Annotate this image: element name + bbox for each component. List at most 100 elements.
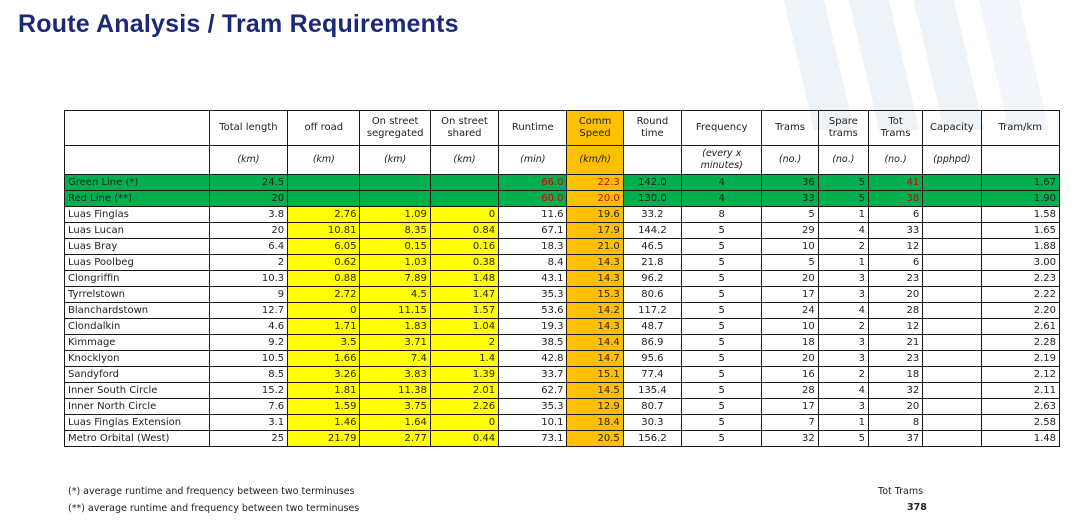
cell-capacity bbox=[922, 350, 982, 367]
cell-round-time: 33.2 bbox=[622, 206, 683, 223]
cell-on-street-shared bbox=[429, 174, 500, 191]
cell-off-road: 0.62 bbox=[287, 254, 361, 271]
footnote-green-line: (*) average runtime and frequency betwee… bbox=[68, 486, 355, 497]
cell-runtime: 8.4 bbox=[498, 254, 568, 271]
cell-off-road: 3.26 bbox=[287, 366, 361, 383]
cell-off-road: 6.05 bbox=[287, 238, 361, 255]
cell-capacity bbox=[922, 222, 982, 239]
col-header-comm-speed: Comm Speed bbox=[566, 110, 624, 146]
cell-frequency: 4 bbox=[681, 174, 763, 191]
logo-stripes-graphic bbox=[784, 0, 1049, 130]
cell-spare-trams: 3 bbox=[817, 270, 869, 287]
cell-capacity bbox=[922, 430, 982, 447]
cell-frequency: 5 bbox=[681, 398, 763, 415]
cell-off-road: 1.46 bbox=[287, 414, 361, 431]
col-header-frequency: Frequency bbox=[681, 110, 763, 146]
cell-tram-per-km: 2.20 bbox=[980, 302, 1060, 319]
unit-round-time bbox=[622, 145, 683, 175]
cell-spare-trams: 1 bbox=[817, 414, 869, 431]
cell-off-road: 21.79 bbox=[287, 430, 361, 447]
cell-on-street-shared: 0.16 bbox=[429, 238, 500, 255]
col-header-off-road: off road bbox=[287, 110, 361, 146]
unit-total-length: (km) bbox=[208, 145, 289, 175]
cell-capacity bbox=[922, 302, 982, 319]
cell-tram-per-km: 1.90 bbox=[980, 190, 1060, 207]
cell-runtime: 60.0 bbox=[498, 190, 568, 207]
cell-tram-per-km: 2.11 bbox=[980, 382, 1060, 399]
footnote-red-line: (**) average runtime and frequency betwe… bbox=[68, 503, 360, 514]
cell-capacity bbox=[922, 206, 982, 223]
table-row: Green Line (*) 24.5 66.0 22.3 142.0 4 36 5 41 1.6… bbox=[64, 174, 1060, 191]
cell-capacity bbox=[922, 174, 982, 191]
cell-runtime: 10.1 bbox=[498, 414, 568, 431]
cell-on-street-segregated: 8.35 bbox=[359, 222, 431, 239]
cell-total-length: 25 bbox=[208, 430, 289, 447]
cell-tot-trams: 18 bbox=[867, 366, 924, 383]
decorative-logo-stripes bbox=[744, 0, 1084, 130]
table-row: Luas Bray 6.4 6.05 0.15 0.16 18.3 21.0 46.5 5 10 2… bbox=[64, 238, 1060, 255]
cell-capacity bbox=[922, 366, 982, 383]
cell-on-street-shared: 1.48 bbox=[429, 270, 500, 287]
cell-frequency: 5 bbox=[681, 286, 763, 303]
cell-tram-per-km: 2.19 bbox=[980, 350, 1060, 367]
cell-off-road: 3.5 bbox=[287, 334, 361, 351]
cell-on-street-segregated: 2.77 bbox=[359, 430, 431, 447]
cell-tot-trams: 38 bbox=[867, 190, 924, 207]
cell-tot-trams: 41 bbox=[867, 174, 924, 191]
table-row: Sandyford 8.5 3.26 3.83 1.39 33.7 15.1 77.4 5 16 2… bbox=[64, 366, 1060, 383]
cell-tot-trams: 37 bbox=[867, 430, 924, 447]
cell-tot-trams: 6 bbox=[867, 254, 924, 271]
cell-tram-per-km: 1.65 bbox=[980, 222, 1060, 239]
cell-frequency: 5 bbox=[681, 238, 763, 255]
cell-on-street-segregated: 4.5 bbox=[359, 286, 431, 303]
unit-off-road: (km) bbox=[287, 145, 361, 175]
cell-on-street-segregated: 0.15 bbox=[359, 238, 431, 255]
total-trams-value: 378 bbox=[907, 502, 927, 513]
cell-capacity bbox=[922, 238, 982, 255]
cell-on-street-shared: 1.47 bbox=[429, 286, 500, 303]
cell-round-time: 130.0 bbox=[622, 190, 683, 207]
cell-frequency: 5 bbox=[681, 414, 763, 431]
cell-tot-trams: 20 bbox=[867, 398, 924, 415]
table-row: Inner South Circle 15.2 1.81 11.38 2.01 62.7 1… bbox=[64, 382, 1060, 399]
table-row: Luas Finglas 3.8 2.76 1.09 0 11.6 19.6 33.2 8 5 1 6… bbox=[64, 206, 1060, 223]
cell-runtime: 53.6 bbox=[498, 302, 568, 319]
unit-route bbox=[64, 145, 210, 175]
cell-on-street-segregated: 11.15 bbox=[359, 302, 431, 319]
cell-total-length: 9 bbox=[208, 286, 289, 303]
cell-tram-per-km: 1.67 bbox=[980, 174, 1060, 191]
cell-total-length: 10.5 bbox=[208, 350, 289, 367]
cell-spare-trams: 3 bbox=[817, 334, 869, 351]
cell-trams: 20 bbox=[761, 350, 819, 367]
cell-off-road: 1.81 bbox=[287, 382, 361, 399]
cell-on-street-shared: 2 bbox=[429, 334, 500, 351]
cell-tram-per-km: 2.12 bbox=[980, 366, 1060, 383]
cell-capacity bbox=[922, 254, 982, 271]
cell-route-name: Luas Lucan bbox=[64, 222, 210, 239]
cell-frequency: 5 bbox=[681, 430, 763, 447]
cell-tot-trams: 23 bbox=[867, 270, 924, 287]
cell-spare-trams: 5 bbox=[817, 174, 869, 191]
cell-on-street-segregated: 3.75 bbox=[359, 398, 431, 415]
cell-round-time: 117.2 bbox=[622, 302, 683, 319]
cell-route-name: Green Line (*) bbox=[64, 174, 210, 191]
unit-tram-per-km bbox=[980, 145, 1060, 175]
cell-trams: 36 bbox=[761, 174, 819, 191]
table-row: Kimmage 9.2 3.5 3.71 2 38.5 14.4 86.9 5 18 3 21 2.28 bbox=[64, 334, 1060, 351]
cell-on-street-shared: 2.01 bbox=[429, 382, 500, 399]
cell-on-street-segregated: 7.4 bbox=[359, 350, 431, 367]
cell-on-street-segregated: 11.38 bbox=[359, 382, 431, 399]
cell-total-length: 2 bbox=[208, 254, 289, 271]
cell-frequency: 5 bbox=[681, 350, 763, 367]
cell-off-road: 1.66 bbox=[287, 350, 361, 367]
cell-route-name: Metro Orbital (West) bbox=[64, 430, 210, 447]
cell-runtime: 62.7 bbox=[498, 382, 568, 399]
cell-comm-speed: 14.2 bbox=[566, 302, 624, 319]
cell-tot-trams: 32 bbox=[867, 382, 924, 399]
cell-runtime: 35.3 bbox=[498, 286, 568, 303]
cell-total-length: 15.2 bbox=[208, 382, 289, 399]
cell-total-length: 10.3 bbox=[208, 270, 289, 287]
cell-round-time: 144.2 bbox=[622, 222, 683, 239]
table-row: Knocklyon 10.5 1.66 7.4 1.4 42.8 14.7 95.6 5 20 3 2… bbox=[64, 350, 1060, 367]
cell-frequency: 5 bbox=[681, 334, 763, 351]
